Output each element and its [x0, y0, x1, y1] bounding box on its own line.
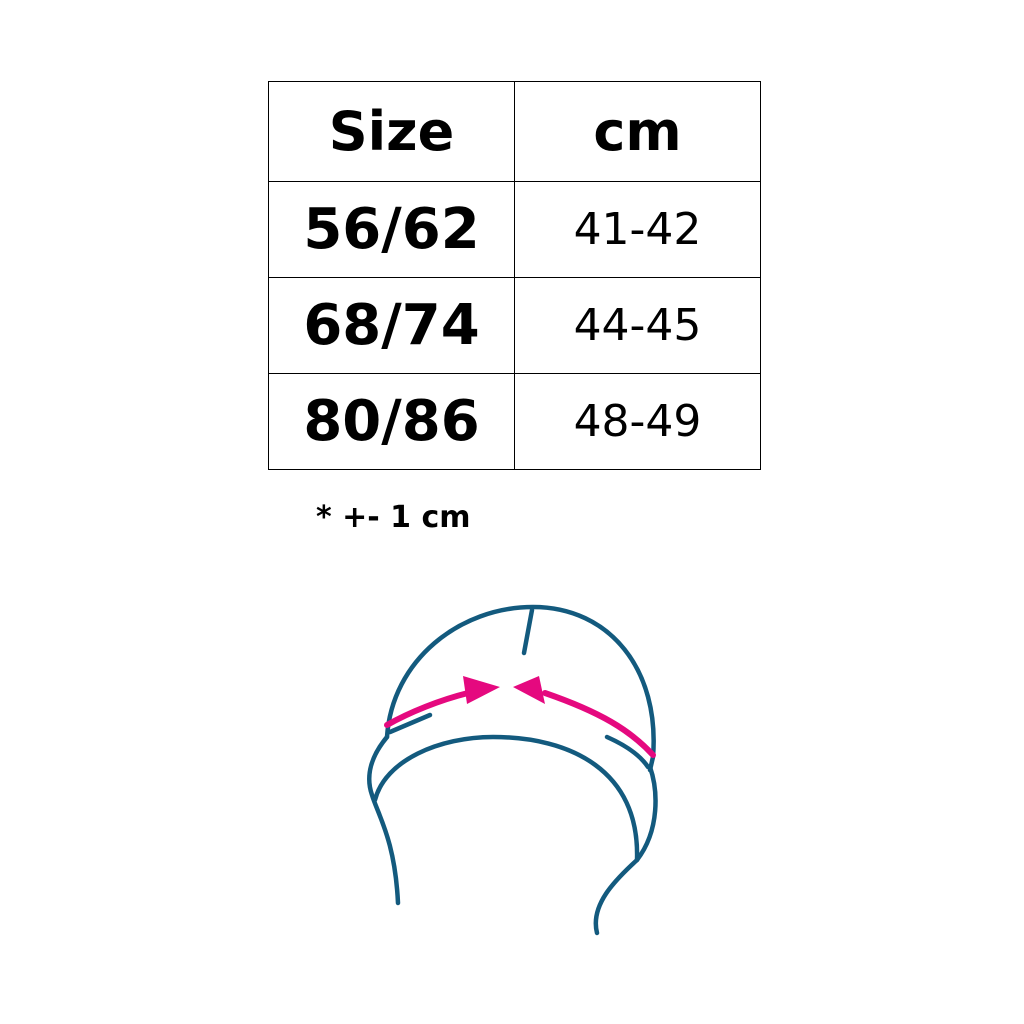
- hat-brim-inner: [372, 734, 640, 863]
- header-size: Size: [268, 81, 515, 182]
- arrow-left-shaft: [384, 690, 471, 728]
- size-table: Size cm 56/62 41-42 68/74 44-45 80/86 48…: [268, 81, 761, 470]
- tolerance-note: * +- 1 cm: [316, 500, 471, 535]
- cm-cell: 44-45: [514, 277, 761, 374]
- table-row: 68/74 44-45: [268, 277, 761, 374]
- size-cell: 56/62: [268, 181, 515, 278]
- cm-cell: 48-49: [514, 373, 761, 470]
- hat-fold-left: [387, 712, 433, 735]
- table-header-row: Size cm: [268, 81, 761, 182]
- header-cm: cm: [514, 81, 761, 182]
- arrow-left-head: [463, 676, 500, 704]
- hat-fold-right: [604, 734, 651, 770]
- size-cell: 80/86: [268, 373, 515, 470]
- hat-brim-outer-right: [593, 764, 658, 936]
- arrow-right-shaft: [542, 690, 656, 758]
- hat-seam: [521, 607, 535, 656]
- hat-dome: [384, 604, 656, 773]
- size-cell: 68/74: [268, 277, 515, 374]
- table-row: 80/86 48-49: [268, 373, 761, 470]
- arrow-right-head: [513, 676, 545, 704]
- hat-brim-outer-left: [367, 734, 401, 906]
